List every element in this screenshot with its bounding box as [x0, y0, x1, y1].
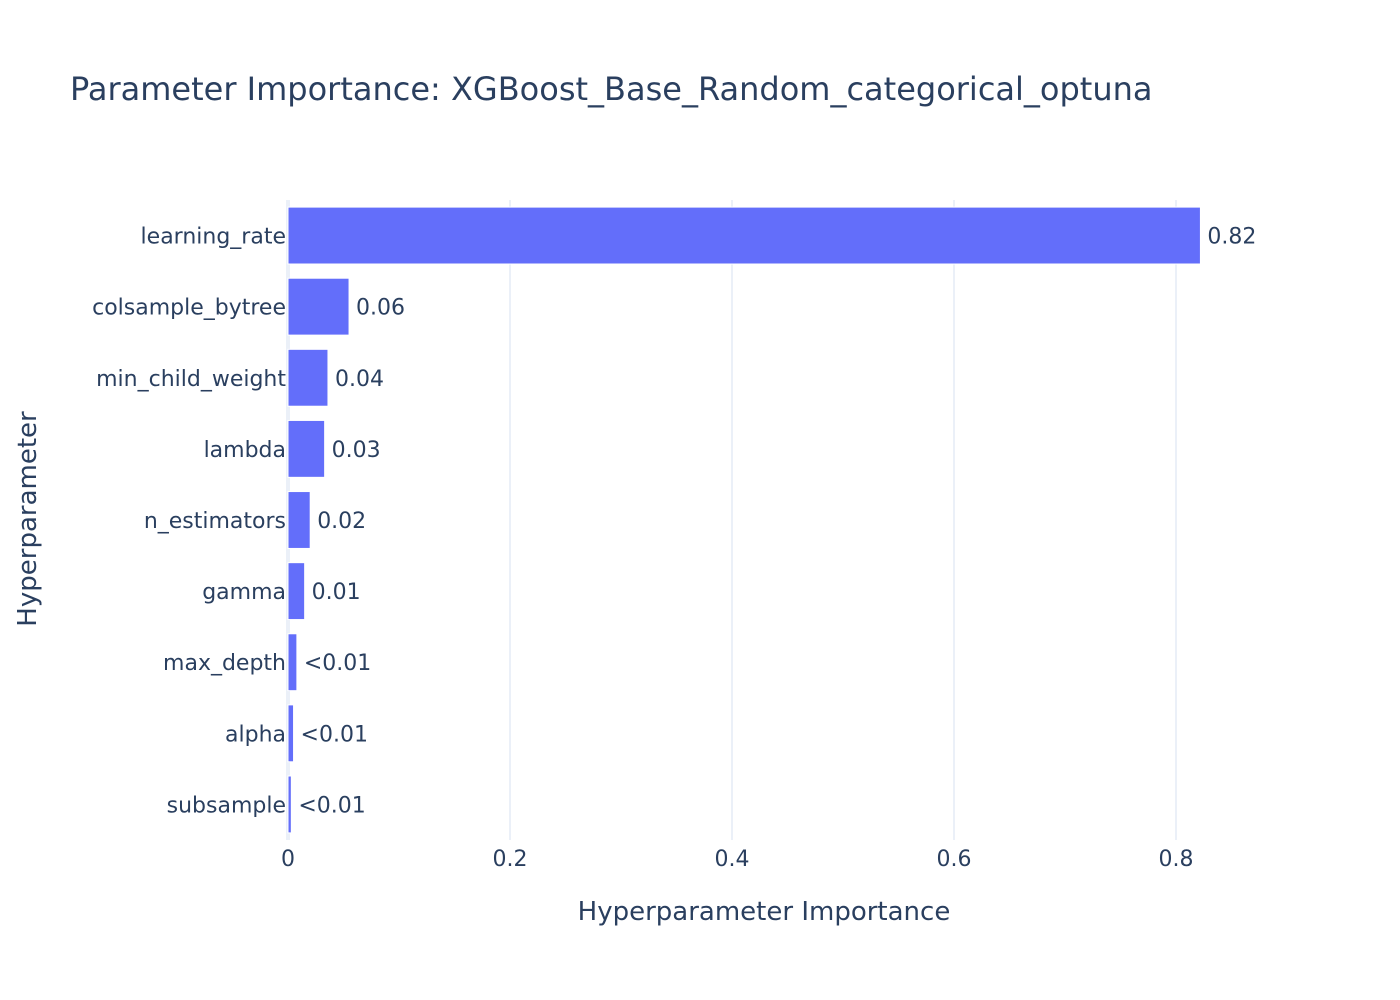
y-tick-label: learning_rate: [141, 225, 286, 250]
y-tick-label: gamma: [202, 580, 286, 605]
x-tick-label: 0.8: [1159, 847, 1194, 872]
y-axis-ticks: learning_rate colsample_bytree min_child_w…: [92, 225, 286, 819]
y-tick-label: alpha: [225, 722, 286, 747]
bar-value-label: <0.01: [304, 651, 371, 676]
x-axis-title: Hyperparameter Importance: [578, 897, 951, 927]
bar-max-depth[interactable]: [287, 633, 298, 692]
y-tick-label: subsample: [167, 793, 286, 818]
y-tick-label: lambda: [204, 438, 286, 463]
bar-value-label: 0.04: [335, 367, 384, 392]
y-tick-label: colsample_bytree: [92, 296, 286, 321]
bar-alpha[interactable]: [287, 704, 295, 763]
bar-colsample-bytree[interactable]: [287, 277, 350, 336]
gridlines: [286, 200, 1177, 840]
bar-value-label: 0.02: [317, 509, 366, 534]
bar-n-estimators[interactable]: [287, 491, 311, 549]
x-tick-label: 0.6: [937, 847, 972, 872]
y-tick-label: max_depth: [163, 651, 286, 676]
bar-learning-rate[interactable]: [287, 206, 1201, 265]
data-labels: 0.82 0.06 0.04 0.03 0.02 0.01 <0.01 <0.01 <0.01: [298, 225, 1256, 819]
bar-min-child-weight[interactable]: [287, 348, 329, 407]
bar-subsample[interactable]: [287, 775, 292, 834]
bar-gamma[interactable]: [287, 562, 306, 621]
y-axis-title: Hyperparameter: [13, 411, 43, 627]
y-tick-label: min_child_weight: [96, 367, 286, 392]
bar-value-label: 0.01: [312, 580, 361, 605]
bars: [287, 206, 1201, 834]
y-tick-label: n_estimators: [144, 509, 286, 534]
bar-value-label: <0.01: [301, 722, 368, 747]
chart-title: Parameter Importance: XGBoost_Base_Rando…: [70, 70, 1153, 108]
bar-value-label: <0.01: [298, 793, 365, 818]
x-tick-label: 0.4: [715, 847, 750, 872]
bar-value-label: 0.03: [332, 438, 381, 463]
bar-value-label: 0.06: [356, 296, 405, 321]
bar-value-label: 0.82: [1207, 225, 1256, 250]
x-tick-label: 0: [281, 847, 295, 872]
x-axis-ticks: 0 0.2 0.4 0.6 0.8: [281, 847, 1194, 872]
bar-lambda[interactable]: [287, 419, 326, 478]
x-tick-label: 0.2: [493, 847, 528, 872]
